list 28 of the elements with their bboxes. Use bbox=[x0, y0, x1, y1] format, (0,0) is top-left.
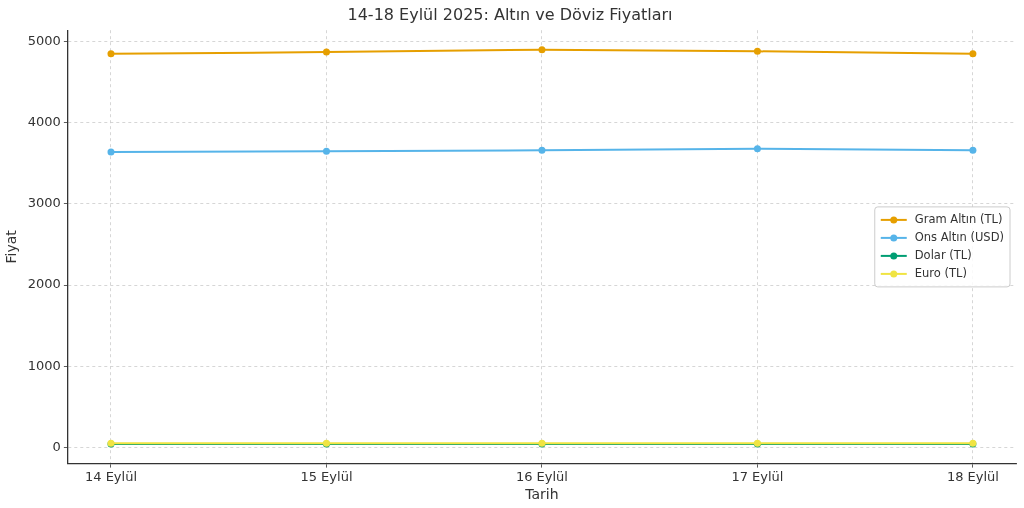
point bbox=[753, 47, 761, 55]
point bbox=[107, 148, 115, 156]
y-tick-label: 4000 bbox=[27, 114, 61, 130]
legend-label: Euro (TL) bbox=[914, 265, 967, 280]
y-tick-label: 0 bbox=[52, 438, 61, 454]
point bbox=[753, 145, 761, 153]
point bbox=[969, 146, 977, 154]
x-tick-label: 17 Eylül bbox=[731, 468, 784, 484]
point bbox=[107, 50, 115, 58]
point bbox=[538, 146, 546, 154]
x-tick-label: 14 Eylül bbox=[84, 468, 137, 484]
y-tick-label: 5000 bbox=[27, 32, 61, 48]
y-axis-title: Fiyat bbox=[3, 229, 20, 264]
chart-title: 14-18 Eylül 2025: Altın ve Döviz Fiyatları bbox=[347, 4, 673, 24]
x-axis-title: Tarih bbox=[524, 486, 559, 503]
x-tick-label: 16 Eylül bbox=[515, 468, 568, 484]
point bbox=[322, 147, 330, 155]
y-tick-label: 1000 bbox=[27, 357, 61, 373]
y-tick-label: 2000 bbox=[27, 276, 61, 292]
point bbox=[538, 46, 546, 54]
x-tick-label: 15 Eylül bbox=[300, 468, 353, 484]
legend-label: Gram Altın (TL) bbox=[914, 211, 1003, 226]
point bbox=[322, 48, 330, 56]
y-tick-label: 3000 bbox=[27, 195, 61, 211]
legend-label: Ons Altın (USD) bbox=[914, 229, 1005, 244]
point bbox=[969, 50, 977, 58]
x-tick-label: 18 Eylül bbox=[946, 468, 999, 484]
legend-label: Dolar (TL) bbox=[914, 247, 972, 262]
